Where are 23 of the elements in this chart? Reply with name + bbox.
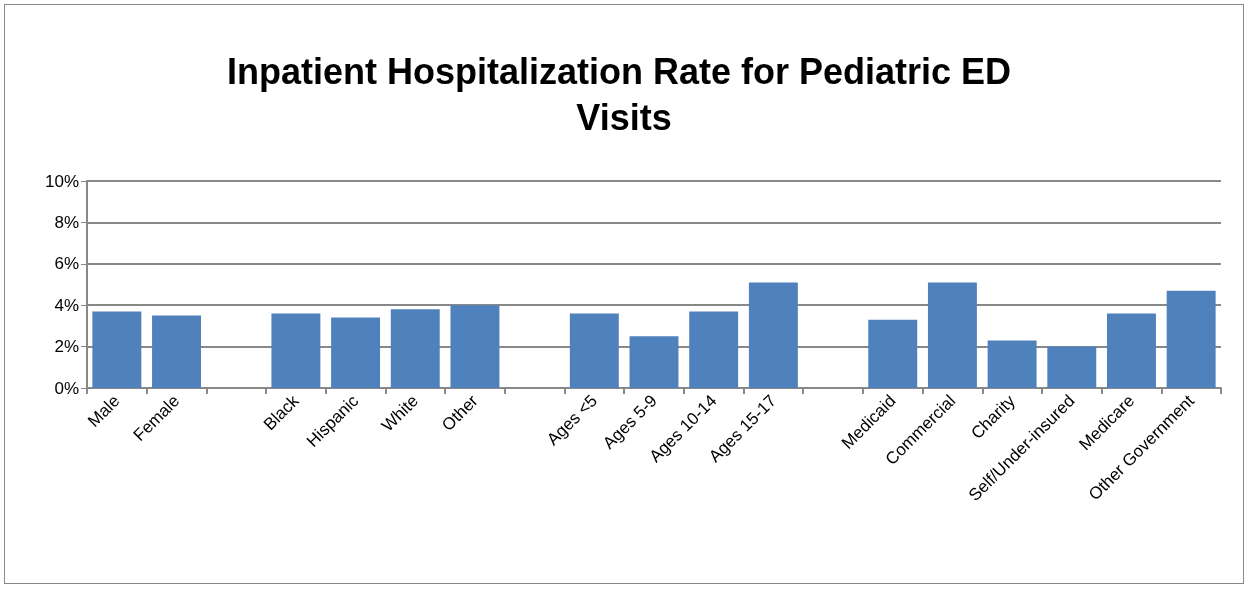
bar: [450, 305, 500, 388]
y-tick-label: 10%: [44, 171, 79, 191]
bar: [748, 282, 798, 388]
bar: [689, 311, 739, 388]
y-tick-label: 6%: [54, 254, 79, 274]
y-tick-label: 4%: [54, 295, 79, 315]
bar: [1047, 346, 1097, 388]
bar: [868, 319, 918, 388]
bar: [92, 311, 142, 388]
bar: [927, 282, 977, 388]
bar: [390, 309, 440, 388]
bar: [271, 313, 321, 388]
bar: [152, 315, 201, 388]
bar: [331, 317, 381, 388]
chart-title: Inpatient Hospitalization Rate for Pediatric ED Visits: [226, 50, 1022, 138]
bar: [569, 313, 619, 388]
bar: [1166, 290, 1216, 388]
bar: [987, 340, 1037, 388]
y-tick-label: 2%: [54, 337, 79, 357]
bar: [629, 336, 679, 388]
y-tick-label: 8%: [54, 212, 79, 232]
y-tick-label: 0%: [54, 378, 79, 398]
bar: [1107, 313, 1156, 388]
